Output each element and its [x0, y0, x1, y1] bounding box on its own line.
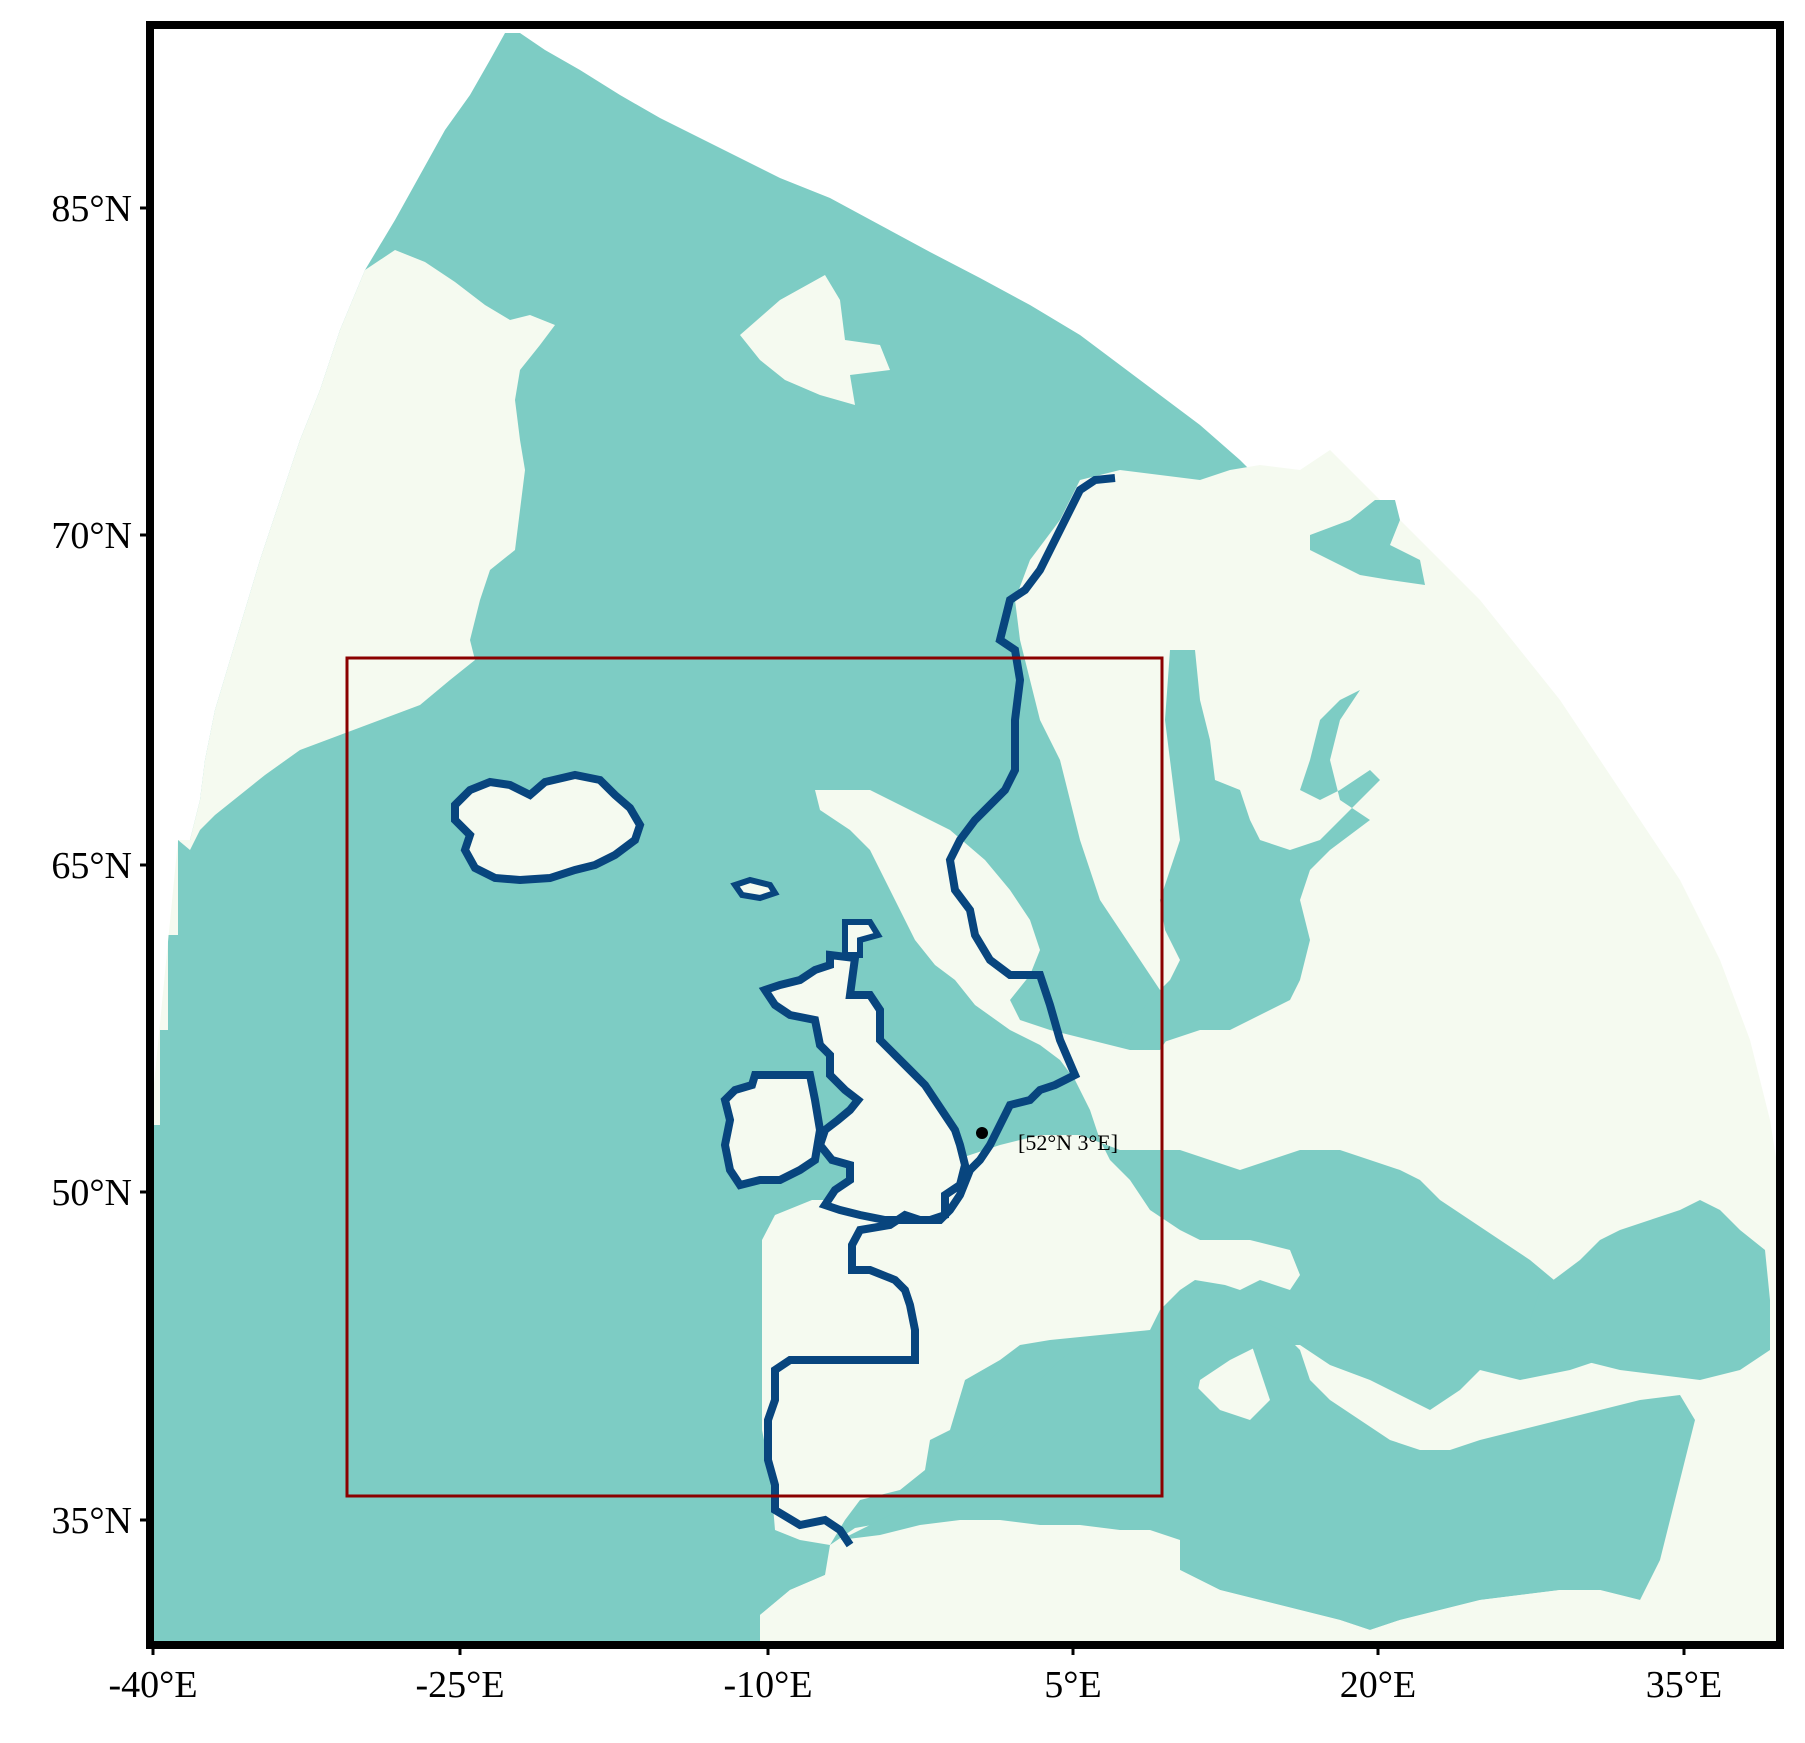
x-tick-label: -40°E	[108, 1664, 197, 1706]
map-frame	[146, 21, 1784, 1649]
y-tick-label: 70°N	[51, 515, 132, 557]
y-tick-group: 85°N	[51, 188, 150, 230]
greenland-land	[150, 250, 555, 1125]
x-tick-label: 20°E	[1340, 1664, 1416, 1706]
x-tick-group: -25°E	[415, 1645, 505, 1706]
y-tick-group: 70°N	[51, 515, 150, 557]
y-tick-group: 65°N	[51, 845, 150, 887]
y-tick-label: 85°N	[51, 188, 132, 230]
y-tick-group: 35°N	[51, 1500, 150, 1542]
iceland-land	[455, 775, 640, 880]
black-sea	[1530, 1200, 1770, 1380]
x-tick-label: -25°E	[415, 1664, 504, 1706]
y-tick-label: 65°N	[51, 845, 132, 887]
x-tick-label: -10°E	[723, 1664, 812, 1706]
y-axis: 85°N 70°N 65°N 50°N 35°N	[51, 188, 150, 1542]
marked-point-label: [52°N 3°E]	[1018, 1130, 1118, 1155]
y-tick-label: 50°N	[51, 1172, 132, 1214]
marked-point-dot	[976, 1127, 988, 1139]
x-tick-label: 35°E	[1646, 1664, 1722, 1706]
x-tick-group: -40°E	[108, 1645, 198, 1706]
europe-land	[760, 450, 1780, 1645]
great-britain-land	[765, 955, 965, 1220]
x-tick-group: 20°E	[1340, 1645, 1416, 1706]
mediterranean-sea	[840, 1320, 1695, 1630]
y-tick-label: 35°N	[51, 1500, 132, 1542]
svalbard-land	[740, 275, 890, 405]
x-tick-group: -10°E	[723, 1645, 813, 1706]
white-sea	[1310, 500, 1425, 585]
continental-coast-outline	[764, 474, 1116, 1548]
y-tick-group: 50°N	[51, 1172, 150, 1214]
ireland-outline	[720, 1071, 825, 1190]
x-tick-label: 5°E	[1044, 1664, 1101, 1706]
north-africa-land	[760, 1545, 1780, 1645]
x-tick-group: 35°E	[1646, 1645, 1722, 1706]
ireland-land	[725, 1075, 820, 1185]
great-britain-outline	[758, 950, 970, 1224]
x-axis: -40°E -25°E -10°E 5°E 20°E 35°E	[108, 1645, 1722, 1706]
iceland-outline	[451, 770, 645, 885]
x-tick-group: 5°E	[1044, 1645, 1102, 1706]
faroe-outline	[730, 876, 780, 902]
region-box	[345, 656, 1164, 1498]
baltic-sea	[1120, 650, 1380, 1050]
